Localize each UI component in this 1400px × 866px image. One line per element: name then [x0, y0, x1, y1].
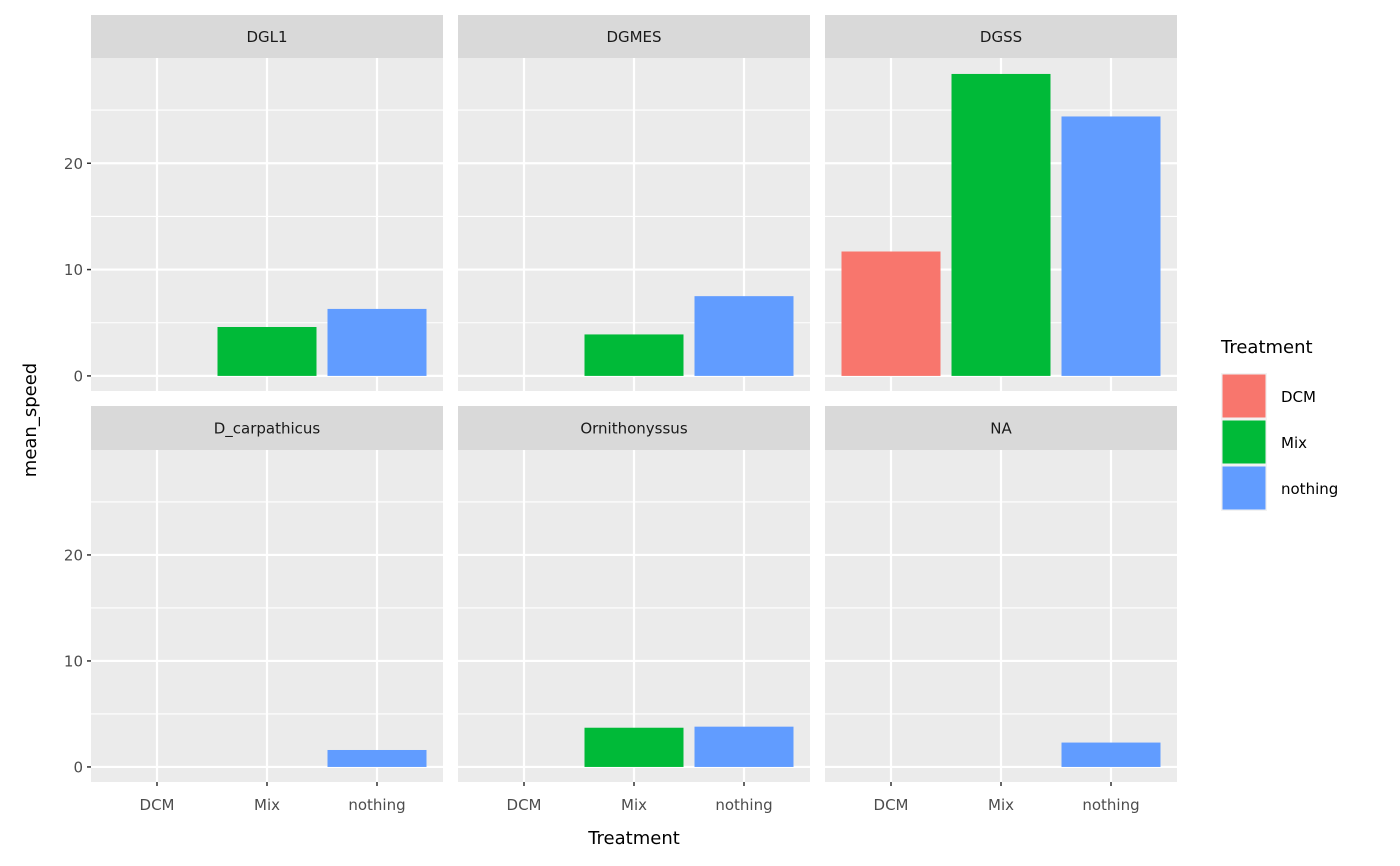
facet-panel: D_carpathicus: [91, 406, 443, 782]
facet-strip-label: DGSS: [980, 28, 1022, 46]
x-tick-label: DCM: [140, 796, 175, 814]
x-axis-title: Treatment: [587, 828, 680, 849]
facet-panel: DGSS: [825, 15, 1177, 391]
legend-swatch-mix: [1222, 420, 1266, 464]
legend-swatch-nothing: [1222, 466, 1266, 510]
facet-strip: [91, 406, 443, 450]
facet-strip-label: D_carpathicus: [214, 420, 321, 439]
bar-nothing: [1061, 742, 1161, 767]
bar-dcm: [841, 251, 941, 376]
y-tick-label: 20: [64, 155, 83, 173]
y-tick-label: 10: [64, 652, 83, 670]
x-tick-label: nothing: [715, 796, 772, 814]
legend: Treatment DCM Mix nothing: [1220, 337, 1338, 511]
x-tick-label: DCM: [874, 796, 909, 814]
facet-strip: [825, 15, 1177, 58]
bar-nothing: [1061, 116, 1161, 376]
x-tick-label: Mix: [254, 796, 280, 814]
x-tick-label: Mix: [988, 796, 1014, 814]
y-axes: 0 10 20 0 10 20: [64, 155, 91, 776]
facet-strip: [458, 406, 810, 450]
facet-strip-label: Ornithonyssus: [580, 420, 687, 438]
legend-label: Mix: [1281, 434, 1307, 452]
x-tick-label: DCM: [507, 796, 542, 814]
facet-strip: [91, 15, 443, 58]
bar-nothing: [327, 308, 427, 376]
y-tick-label: 10: [64, 261, 83, 279]
facet-strip: [458, 15, 810, 58]
bar-mix: [584, 727, 684, 767]
y-tick-label: 0: [73, 758, 83, 776]
y-axis-title: mean_speed: [20, 363, 41, 477]
bar-nothing: [327, 749, 427, 767]
x-tick-label: Mix: [621, 796, 647, 814]
bar-nothing: [694, 726, 794, 767]
facet-strip: [825, 406, 1177, 450]
bar-mix: [217, 326, 317, 376]
legend-label: DCM: [1281, 388, 1316, 406]
bar-mix: [584, 334, 684, 376]
facet-panels: DGL1 DGMES DGSS D_carpathicus Ornithonyssus N…: [91, 15, 1177, 782]
legend-label: nothing: [1281, 480, 1338, 498]
facet-panel: NA: [825, 406, 1177, 782]
legend-swatch-dcm: [1222, 374, 1266, 418]
y-tick-label: 0: [73, 367, 83, 385]
facet-panel: DGL1: [91, 15, 443, 391]
facet-panel: Ornithonyssus: [458, 406, 810, 782]
facet-strip-label: DGL1: [246, 28, 287, 46]
facet-strip-label: NA: [990, 420, 1012, 438]
facet-strip-label: DGMES: [606, 28, 661, 46]
x-tick-label: nothing: [1082, 796, 1139, 814]
y-tick-label: 20: [64, 546, 83, 564]
bar-mix: [951, 73, 1051, 376]
facet-panel: DGMES: [458, 15, 810, 391]
bar-nothing: [694, 296, 794, 376]
x-tick-label: nothing: [348, 796, 405, 814]
legend-title: Treatment: [1220, 337, 1313, 358]
x-axes: DCM Mix nothing DCM Mix nothing DCM Mix nothing: [140, 782, 1140, 814]
